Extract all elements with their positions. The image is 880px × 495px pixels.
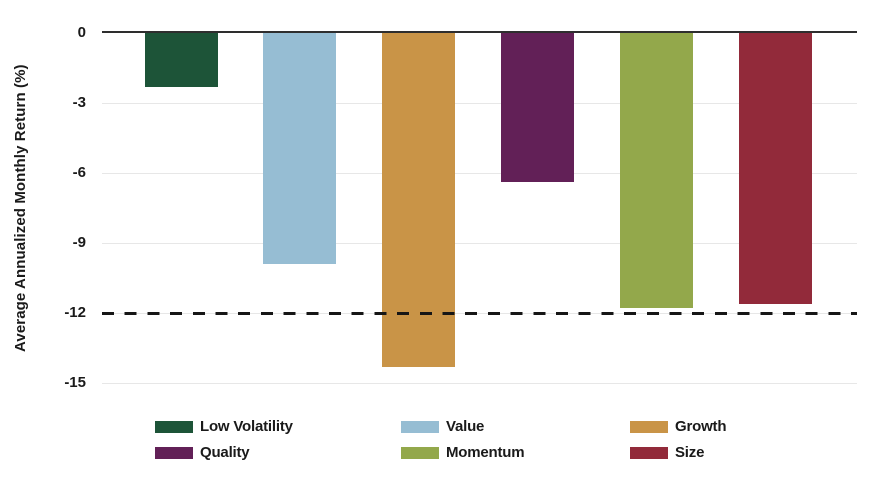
legend-item-growth: Growth [630,418,726,436]
legend-item-quality: Quality [155,444,401,462]
y-tick--9: -9 [72,234,86,251]
legend-label-size: Size [675,444,705,461]
y-tick--3: -3 [72,94,86,111]
bar-size [738,33,812,304]
bar-value [263,33,337,264]
legend-item-size: Size [630,444,726,462]
bar-momentum [619,33,693,309]
y-axis-title: Average Annualized Monthly Return (%) [12,64,29,352]
legend-label-low-volatility: Low Volatility [200,418,293,435]
legend-swatch-growth [630,421,668,433]
legend-item-low-volatility: Low Volatility [155,418,401,436]
legend-swatch-value [401,421,439,433]
y-tick--15: -15 [64,374,86,391]
legend-item-momentum: Momentum [401,444,630,462]
legend-label-quality: Quality [200,444,250,461]
bar-quality [500,33,574,183]
bar-low-volatility [144,33,218,87]
gridline--6 [102,173,857,174]
legend-swatch-momentum [401,447,439,459]
y-tick--6: -6 [72,164,86,181]
y-tick--12: -12 [64,304,86,321]
legend: Low Volatility Value Growth Quality Momentum… [155,418,726,462]
legend-label-value: Value [446,418,485,435]
legend-swatch-size [630,447,668,459]
legend-swatch-quality [155,447,193,459]
reference-dashed-line [102,312,857,315]
legend-swatch-low-volatility [155,421,193,433]
plot-area [102,31,857,384]
gridline--15 [102,383,857,384]
gridline--3 [102,103,857,104]
gridline--9 [102,243,857,244]
y-tick-0: 0 [77,24,86,41]
legend-label-growth: Growth [675,418,727,435]
legend-item-value: Value [401,418,630,436]
zero-axis-line [102,31,857,33]
legend-label-momentum: Momentum [446,444,525,461]
bar-growth [382,33,456,367]
